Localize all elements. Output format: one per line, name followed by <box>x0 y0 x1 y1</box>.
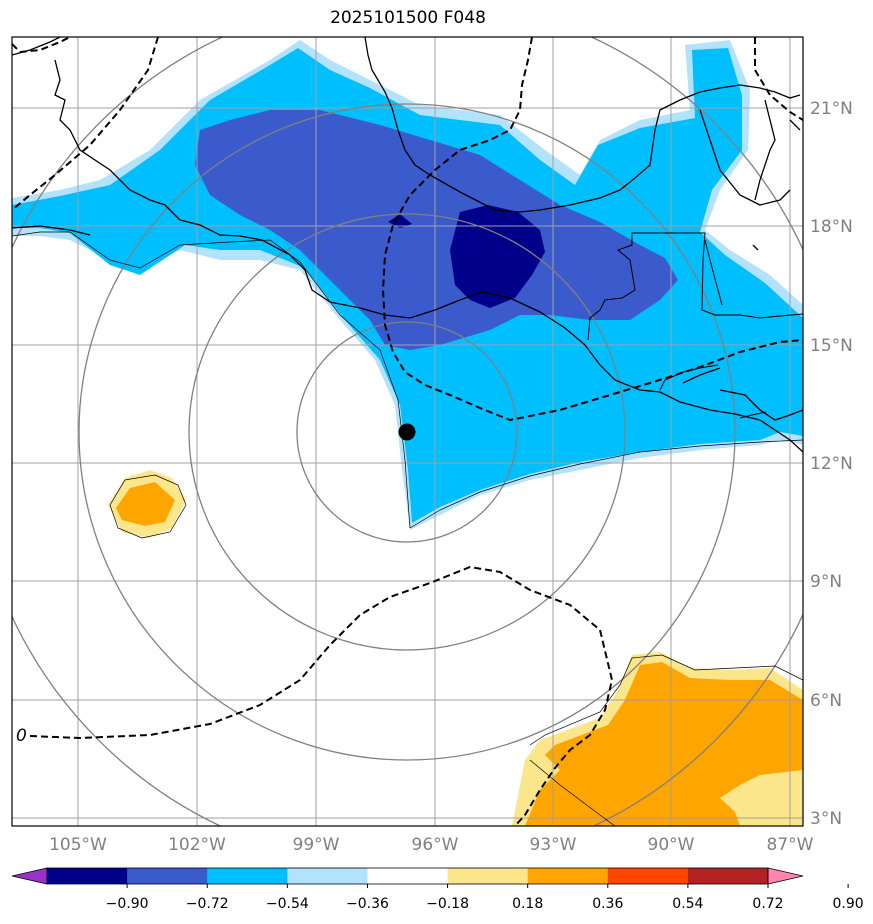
colorbar-segment <box>527 868 609 884</box>
lat-label: 6°N <box>810 691 842 711</box>
colorbar-segment <box>287 868 368 884</box>
colorbar-tick-label: −0.72 <box>186 896 229 912</box>
center-marker <box>398 423 416 441</box>
anomaly-outline-contours <box>12 231 803 826</box>
orange-anomaly-region-south <box>525 662 803 826</box>
colorbar-tick-label: −0.36 <box>346 896 389 912</box>
range-rings <box>12 37 803 826</box>
longitude-labels: 105°W 102°W 99°W 96°W 93°W 90°W 87°W <box>49 835 814 855</box>
colorbar: −0.90 −0.72 −0.54 −0.36 −0.18 0.18 0.36 0.54 0.7… <box>11 867 864 912</box>
map-plot-area: 0 <box>12 37 803 826</box>
lat-label: 18°N <box>810 217 853 237</box>
dark-navy-anomaly-spot <box>388 214 412 228</box>
lat-label: 15°N <box>810 336 853 356</box>
dark-navy-anomaly-region <box>450 205 545 308</box>
colorbar-segment <box>607 868 689 884</box>
coastlines <box>12 37 803 453</box>
map-frame <box>11 36 804 827</box>
colorbar-segment <box>207 868 288 884</box>
colorbar-tick-label: 0.36 <box>592 896 623 912</box>
lon-label: 105°W <box>49 835 107 855</box>
colorbar-tick-label: −0.54 <box>266 896 309 912</box>
colorbar-tick-label: 0.72 <box>752 896 783 912</box>
colorbar-extend-high <box>767 867 804 885</box>
colorbar-tick-label: −0.18 <box>426 896 469 912</box>
lat-label: 12°N <box>810 454 853 474</box>
colorbar-tick-label: 0.54 <box>672 896 703 912</box>
orange-anomaly-region-west <box>116 482 175 526</box>
lat-label: 9°N <box>810 572 842 592</box>
colorbar-extend-low <box>11 867 48 885</box>
graticule <box>12 37 803 826</box>
lon-label: 87°W <box>767 835 814 855</box>
zero-contours <box>12 37 803 826</box>
lon-label: 93°W <box>530 835 577 855</box>
lat-label: 3°N <box>810 809 842 829</box>
colorbar-segment <box>687 868 769 884</box>
colorbar-tick-label: −0.90 <box>106 896 149 912</box>
lat-label: 21°N <box>810 99 853 119</box>
colorbar-segment <box>367 868 449 884</box>
lon-label: 90°W <box>648 835 695 855</box>
colorbar-segment <box>47 868 128 884</box>
latitude-labels: 21°N 18°N 15°N 12°N 9°N 6°N 3°N <box>810 99 853 829</box>
colorbar-segment <box>447 868 529 884</box>
colorbar-tick-label: 0.90 <box>833 896 864 912</box>
colorbar-segment <box>127 868 208 884</box>
lon-label: 96°W <box>412 835 459 855</box>
colorbar-tick-label: 0.18 <box>512 896 543 912</box>
lon-label: 99°W <box>293 835 340 855</box>
map-title: 2025101500 F048 <box>330 8 486 28</box>
country-borders <box>587 232 803 419</box>
contour-label: 0 <box>16 726 27 746</box>
lon-label: 102°W <box>168 835 226 855</box>
